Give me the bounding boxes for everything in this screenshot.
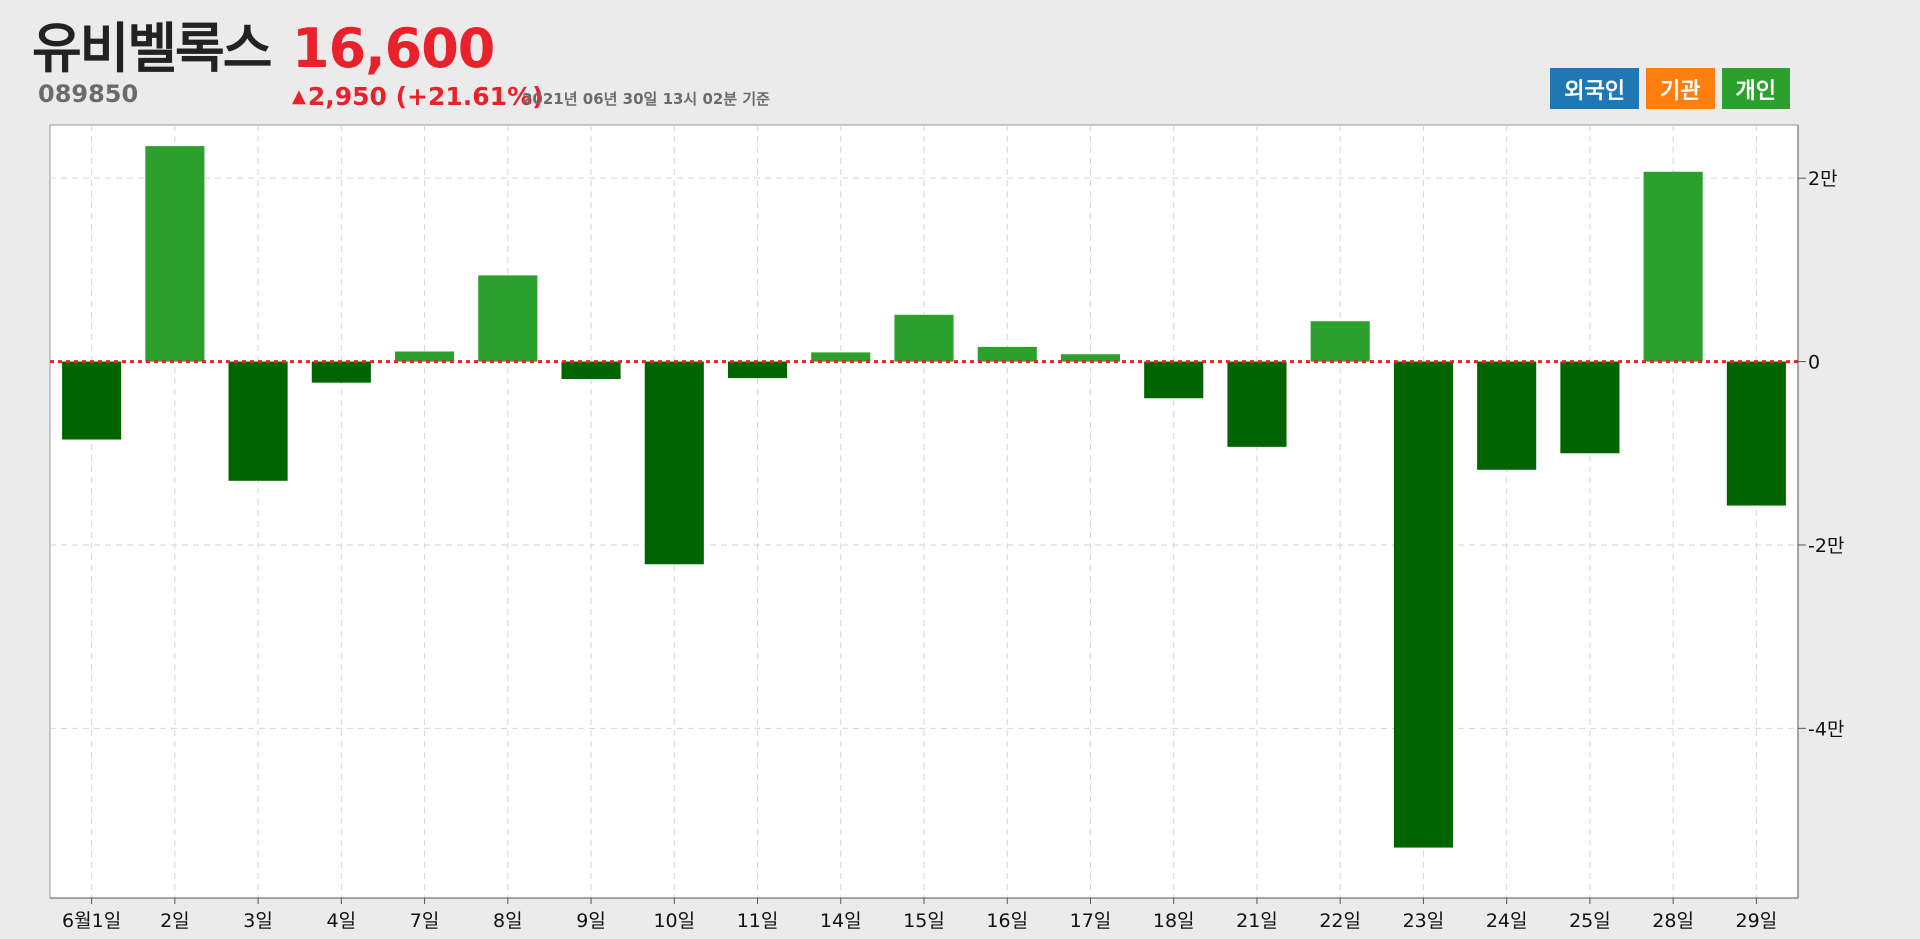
y-tick-label: 0 [1808, 352, 1820, 374]
y-tick-label: -4만 [1808, 718, 1844, 740]
bar [1393, 361, 1453, 848]
stock-name: 유비벨록스 [32, 17, 272, 80]
bar [395, 351, 455, 362]
y-tick-label: 2만 [1808, 168, 1838, 190]
x-tick-label: 18일 [1153, 910, 1195, 932]
x-tick-label: 8일 [493, 910, 523, 932]
x-tick-label: 23일 [1403, 910, 1445, 932]
bar [1643, 171, 1703, 362]
current-price: 16,600 [292, 17, 495, 80]
x-tick-label: 24일 [1486, 910, 1528, 932]
x-tick-label: 11일 [737, 910, 779, 932]
bar [1560, 361, 1620, 454]
bar [228, 361, 288, 481]
bar [1310, 321, 1370, 362]
bar [1726, 361, 1786, 506]
x-tick-label: 15일 [903, 910, 945, 932]
x-tick-label: 25일 [1569, 910, 1611, 932]
bar [811, 352, 871, 362]
bar [894, 314, 954, 362]
x-tick-label: 21일 [1236, 910, 1278, 932]
bar [311, 361, 371, 383]
bar [478, 275, 538, 362]
x-tick-label: 3일 [243, 910, 273, 932]
legend-individual-button[interactable]: 개인 [1721, 68, 1790, 109]
stock-code: 089850 [38, 80, 139, 108]
x-tick-label: 29일 [1736, 910, 1778, 932]
x-tick-label: 9일 [576, 910, 606, 932]
bar [1144, 361, 1204, 399]
price-change-value: 2,950 (+21.61%) [307, 82, 544, 111]
bar [1227, 361, 1287, 447]
bar [145, 146, 205, 362]
bar [561, 361, 621, 379]
x-tick-label: 17일 [1070, 910, 1112, 932]
x-tick-label: 22일 [1319, 910, 1361, 932]
x-tick-label: 4일 [327, 910, 357, 932]
investor-legend: 외국인 기관 개인 [1550, 68, 1790, 109]
legend-institution-button[interactable]: 기관 [1646, 68, 1715, 109]
y-tick-label: -2만 [1808, 535, 1844, 557]
x-tick-label: 6월1일 [62, 910, 121, 932]
legend-foreign-button[interactable]: 외국인 [1550, 68, 1640, 109]
bar [1060, 354, 1121, 362]
bar [644, 361, 704, 565]
bar [977, 346, 1037, 362]
bar [727, 361, 788, 379]
bar [1477, 361, 1537, 470]
x-tick-label: 7일 [410, 910, 440, 932]
x-tick-label: 2일 [160, 910, 190, 932]
timestamp: 2021년 06년 30일 13시 02분 기준 [522, 90, 770, 108]
x-tick-label: 28일 [1652, 910, 1694, 932]
x-tick-label: 14일 [820, 910, 862, 932]
bar [62, 361, 122, 440]
x-tick-label: 10일 [653, 910, 695, 932]
price-change: ▲2,950 (+21.61%) [292, 84, 544, 109]
x-tick-label: 16일 [986, 910, 1028, 932]
up-arrow-icon: ▲ [292, 86, 306, 107]
